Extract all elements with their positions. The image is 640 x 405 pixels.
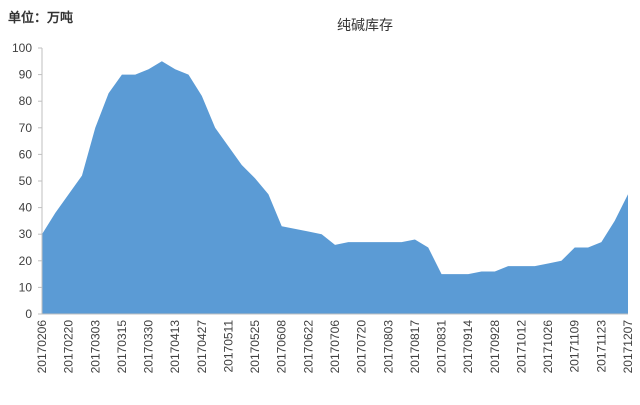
y-tick-label: 40 <box>19 201 33 215</box>
x-tick-label: 20170706 <box>328 320 342 374</box>
x-tick-label: 20171012 <box>514 320 528 374</box>
x-tick-label: 20170330 <box>142 320 156 374</box>
chart-title: 纯碱库存 <box>337 17 393 33</box>
y-tick-label: 0 <box>25 307 32 321</box>
x-tick-label: 20171207 <box>621 320 635 374</box>
x-tick-label: 20170622 <box>301 320 315 374</box>
y-tick-label: 70 <box>19 121 33 135</box>
x-tick-label: 20170303 <box>88 320 102 374</box>
unit-label: 单位：万吨 <box>8 10 73 25</box>
y-tick-label: 90 <box>19 68 33 82</box>
x-tick-label: 20171026 <box>541 320 555 374</box>
x-tick-label: 20170315 <box>115 320 129 374</box>
y-tick-label: 100 <box>12 41 32 55</box>
x-tick-label: 20170831 <box>435 320 449 374</box>
x-tick-label: 20171123 <box>594 320 608 373</box>
y-tick-label: 80 <box>19 94 33 108</box>
x-tick-label: 20170511 <box>221 320 235 373</box>
x-tick-label: 20170928 <box>488 320 502 374</box>
x-tick-label: 20170220 <box>62 320 76 374</box>
x-tick-label: 20170803 <box>381 320 395 374</box>
y-tick-label: 20 <box>19 254 33 268</box>
x-tick-label: 20170817 <box>408 320 422 374</box>
y-tick-label: 30 <box>19 227 33 241</box>
y-tick-label: 50 <box>19 174 33 188</box>
x-tick-label: 20170608 <box>275 320 289 374</box>
area <box>42 61 628 314</box>
y-tick-label: 10 <box>19 280 33 294</box>
x-tick-label: 20170914 <box>461 320 475 374</box>
y-tick-label: 60 <box>19 147 33 161</box>
x-tick-label: 20170720 <box>355 320 369 374</box>
x-tick-label: 20170525 <box>248 320 262 374</box>
x-tick-label: 20170427 <box>195 320 209 374</box>
x-tick-label: 20170413 <box>168 320 182 374</box>
x-tick-label: 20171109 <box>568 320 582 373</box>
x-tick-label: 20170206 <box>35 320 49 374</box>
